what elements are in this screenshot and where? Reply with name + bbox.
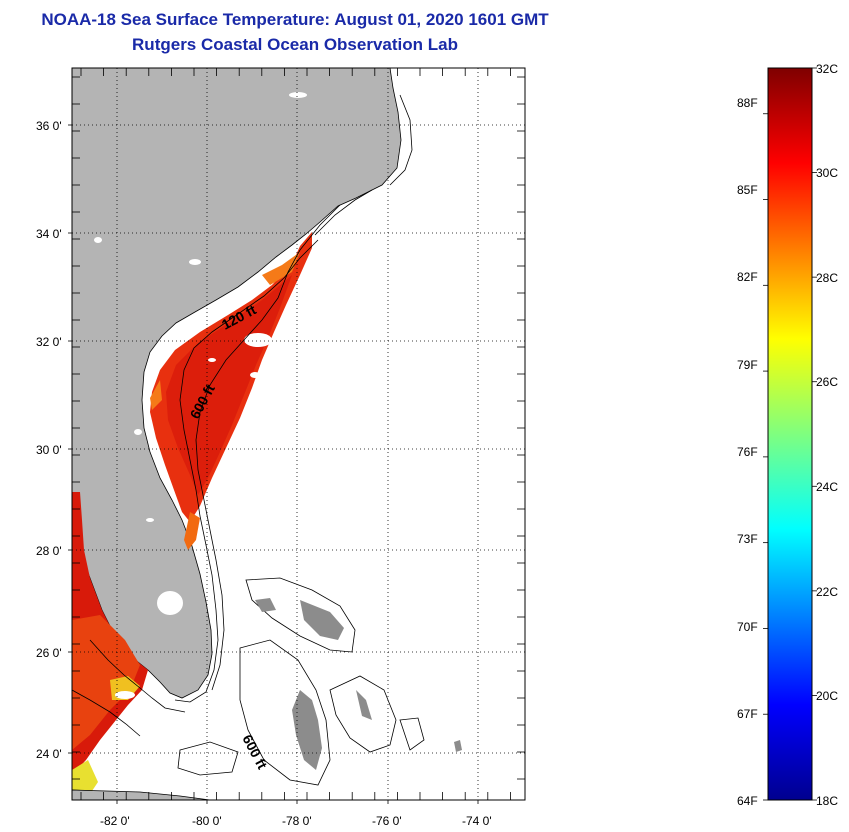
colorbar-c-label: 24C: [816, 480, 838, 494]
lon-label: -74 0': [462, 814, 492, 828]
land-bahamas: [300, 600, 344, 640]
sst-swath-hot: [166, 275, 292, 495]
inland-lake: [134, 429, 142, 435]
colorbar-f-label: 79F: [737, 358, 758, 372]
lon-label: -82 0': [100, 814, 130, 828]
lat-label: 36 0': [36, 119, 62, 133]
sst-coastal-orange: [262, 252, 300, 285]
land-bahamas: [356, 690, 372, 720]
map-subtitle: Rutgers Coastal Ocean Observation Lab: [132, 35, 458, 54]
lat-label: 30 0': [36, 443, 62, 457]
colorbar-f-label: 64F: [737, 794, 758, 808]
lat-label: 32 0': [36, 335, 62, 349]
inland-lake: [289, 92, 307, 98]
lat-label: 34 0': [36, 227, 62, 241]
axis-ticks: [68, 68, 525, 804]
colorbar-gradient: [767, 67, 813, 801]
land-bahamas: [292, 690, 322, 770]
cloud-gap: [244, 333, 272, 347]
lon-label: -76 0': [372, 814, 402, 828]
lat-label: 26 0': [36, 646, 62, 660]
inland-lake: [189, 259, 201, 265]
land-cuba-north: [72, 789, 211, 800]
sst-map: 36 0' 34 0' 32 0' 30 0' 28 0' 26 0' 24 0…: [36, 67, 526, 828]
colorbar-c-label: 18C: [816, 794, 838, 808]
land-bahamas: [255, 598, 276, 612]
bathymetry-contours: [72, 94, 425, 800]
colorbar-ticks: [763, 67, 817, 801]
colorbar-f-label: 88F: [737, 96, 758, 110]
land-bahamas: [454, 740, 462, 752]
colorbar-f-label: 82F: [737, 270, 758, 284]
colorbar-c-label: 22C: [816, 585, 838, 599]
colorbar-f-label: 76F: [737, 445, 758, 459]
sst-gulf-warm: [72, 615, 140, 750]
colorbar-f-label: 85F: [737, 183, 758, 197]
sst-swath-orange: [184, 512, 200, 550]
lon-label: -78 0': [282, 814, 312, 828]
colorbar-c-label: 26C: [816, 375, 838, 389]
inland-lake: [146, 518, 154, 522]
colorbar-f-label: 73F: [737, 532, 758, 546]
colorbar-f-label: 70F: [737, 620, 758, 634]
colorbar-c-label: 20C: [816, 689, 838, 703]
lake-okeechobee: [157, 591, 183, 615]
cloud-gap: [250, 372, 260, 378]
lon-label: -80 0': [192, 814, 222, 828]
inland-lake: [94, 237, 102, 243]
colorbar-f-label: 67F: [737, 707, 758, 721]
cloud-gap: [115, 691, 135, 699]
map-title: NOAA-18 Sea Surface Temperature: August …: [41, 10, 549, 29]
sst-coastal-orange: [150, 380, 162, 410]
plot-frame: [71, 67, 526, 801]
colorbar-c-label: 28C: [816, 271, 838, 285]
colorbar-c-label: 32C: [816, 62, 838, 76]
lat-label: 28 0': [36, 544, 62, 558]
lat-label: 24 0': [36, 747, 62, 761]
cloud-gap: [208, 358, 216, 362]
colorbar-c-label: 30C: [816, 166, 838, 180]
